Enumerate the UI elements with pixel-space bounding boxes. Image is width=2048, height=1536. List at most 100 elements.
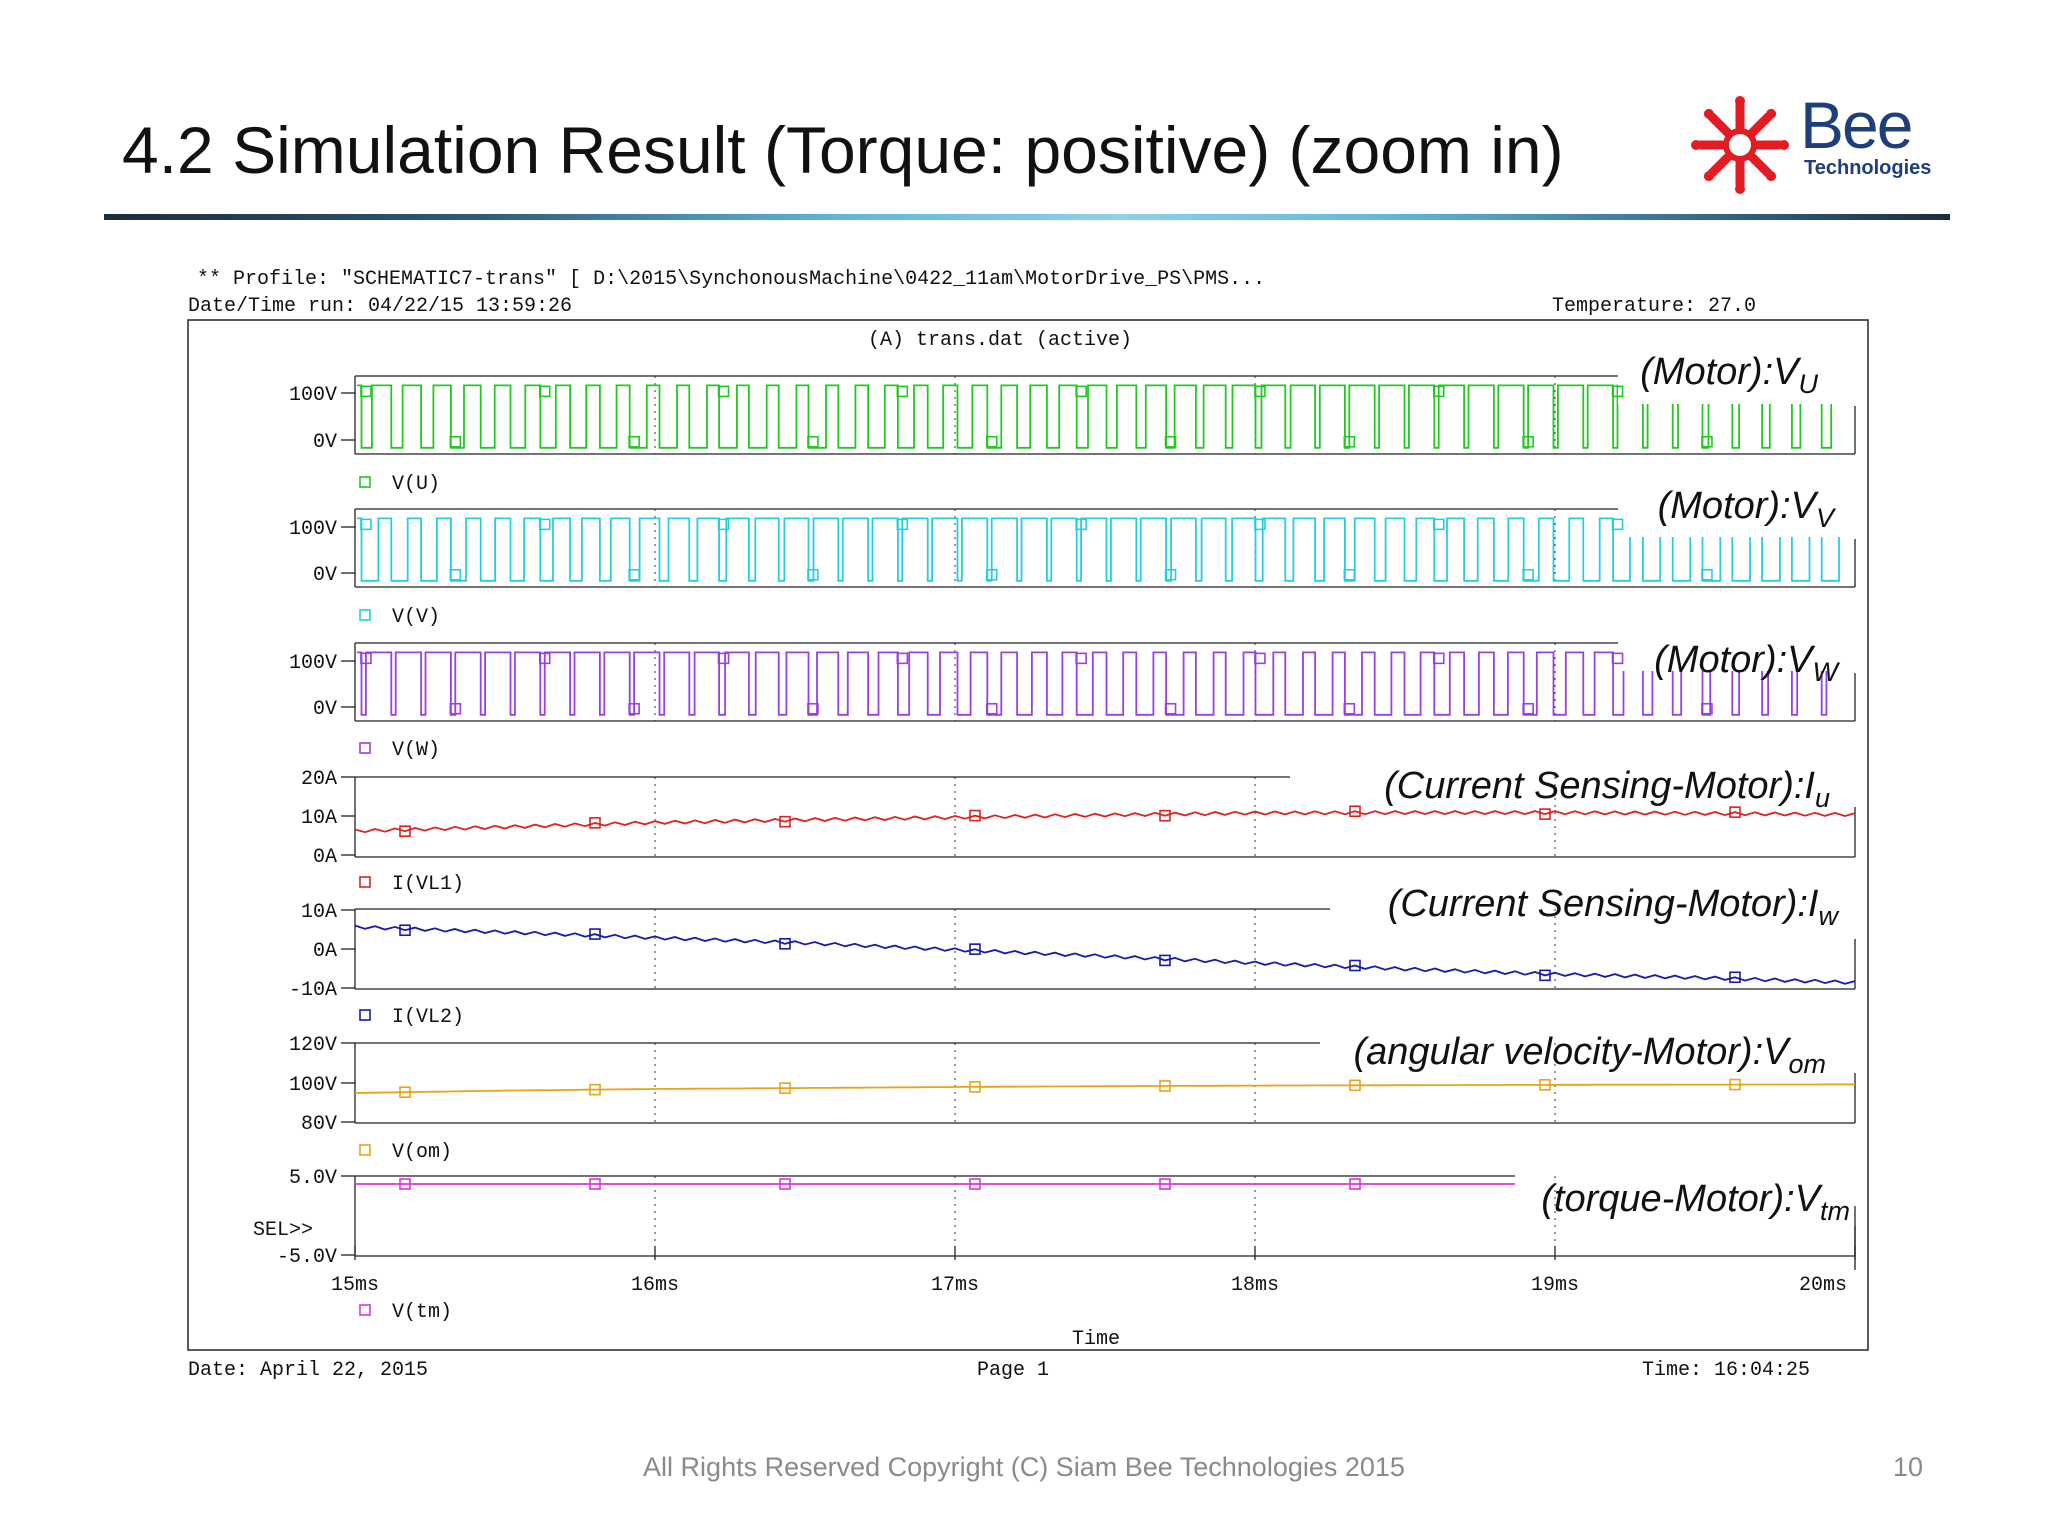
y-tick-label: 0A: [313, 846, 337, 869]
trace-marker: [1349, 1178, 1361, 1190]
trace-marker: [589, 817, 601, 829]
title-rule: [104, 214, 1950, 220]
x-axis-label: Time: [1072, 1328, 1120, 1351]
trace-marker: [1075, 652, 1087, 665]
trace-marker: [360, 652, 372, 665]
footer-page: Page 1: [977, 1359, 1049, 1382]
annotation-subscript: U: [1799, 369, 1819, 399]
annotation-iu: (Current Sensing-Motor):Iu: [1384, 765, 1830, 813]
y-tick-label: 120V: [289, 1034, 337, 1057]
logo-spoke-dot: [1735, 96, 1745, 106]
trace-marker: [1701, 568, 1713, 581]
trace-marker: [360, 518, 372, 531]
panel-vv: 100V 0V V(V) (Motor):VV: [289, 485, 1856, 629]
trace-marker: [589, 1083, 601, 1096]
legend-swatch: [359, 476, 371, 488]
trace-marker: [896, 385, 909, 398]
legend-label: I(VL1): [392, 873, 464, 896]
annotation-subscript: w: [1819, 901, 1840, 931]
trace-marker: [1522, 702, 1534, 715]
logo-star-icon: [1691, 96, 1789, 194]
trace-marker: [1611, 652, 1624, 665]
trace-marker: [1611, 385, 1624, 398]
trace-iw: [355, 924, 1855, 985]
profile-line: ** Profile: "SCHEMATIC7-trans" [ D:\2015…: [197, 268, 1265, 291]
x-tick-label: 15ms: [331, 1274, 379, 1297]
panel-vu: 100V 0V V(U) (Motor):VU: [289, 351, 1856, 496]
legend-swatch: [359, 609, 371, 621]
panel-vw: 100V 0V V(W) (Motor):VW: [289, 639, 1856, 762]
trace-marker: [969, 809, 981, 822]
trace-marker: [1539, 969, 1551, 982]
legend-label: V(V): [392, 606, 440, 629]
logo-word: Bee: [1800, 88, 1913, 162]
trace-marker: [538, 518, 551, 531]
annotation-subscript: V: [1816, 503, 1837, 533]
trace-marker: [896, 518, 909, 531]
footer-time: Time: 16:04:25: [1642, 1359, 1810, 1382]
trace-marker: [1729, 971, 1741, 984]
annotation-base: (angular velocity-Motor):V: [1353, 1031, 1792, 1073]
copyright-footer: All Rights Reserved Copyright (C) Siam B…: [643, 1452, 1405, 1482]
legend-label: V(U): [392, 473, 440, 496]
trace-vw: [357, 651, 1853, 716]
legend-swatch: [359, 742, 371, 754]
legend-swatch: [359, 1144, 371, 1156]
y-tick-label: 5.0V: [289, 1167, 337, 1190]
x-tick-label: 18ms: [1231, 1274, 1279, 1297]
y-tick-label: 10A: [301, 807, 337, 830]
trace-marker: [985, 568, 998, 581]
footer-date: Date: April 22, 2015: [188, 1359, 428, 1382]
y-tick-label: 0A: [313, 940, 337, 963]
datetime-line: Date/Time run: 04/22/15 13:59:26: [188, 295, 572, 318]
temperature-line: Temperature: 27.0: [1552, 295, 1756, 318]
probe-plot: ** Profile: "SCHEMATIC7-trans" [ D:\2015…: [187, 268, 1869, 1382]
annotation-tm: (torque-Motor):Vtm: [1541, 1178, 1850, 1226]
annotation-base: (Motor):V: [1658, 485, 1820, 527]
trace-marker: [1349, 959, 1361, 972]
logo-spoke-dot: [1703, 171, 1714, 182]
trace-marker: [969, 943, 981, 955]
trace-marker: [399, 924, 411, 937]
logo-spoke-dot: [1703, 108, 1714, 119]
trace-marker: [1159, 954, 1171, 967]
legend-label: V(om): [392, 1141, 452, 1164]
trace-marker: [1349, 1079, 1361, 1092]
trace-marker: [1539, 1079, 1551, 1091]
annotation-base: (Current Sensing-Motor):I: [1388, 883, 1819, 925]
trace-marker: [399, 825, 411, 837]
trace-marker: [399, 1086, 411, 1098]
annotation-iw: (Current Sensing-Motor):Iw: [1388, 883, 1840, 931]
panel-iu: 20A 10A 0A I(VL1) (Current Sensing-Motor):Iu: [301, 765, 1856, 896]
x-tick-label: 16ms: [631, 1274, 679, 1297]
trace-marker: [1164, 435, 1177, 448]
trace-marker: [807, 568, 819, 581]
trace-marker: [779, 938, 791, 950]
trace-marker: [969, 1081, 981, 1093]
trace-marker: [1343, 702, 1356, 715]
trace-marker: [969, 1178, 981, 1190]
trace-marker: [985, 435, 998, 448]
trace-marker: [779, 1178, 791, 1190]
trace-marker: [628, 435, 640, 448]
logo-subtitle: Technologies: [1804, 157, 1932, 179]
trace-marker: [779, 815, 791, 828]
trace-marker: [1701, 702, 1713, 715]
y-tick-label: 0V: [313, 431, 337, 454]
trace-marker: [538, 652, 551, 665]
trace-marker: [1254, 518, 1266, 531]
trace-marker: [717, 518, 730, 531]
annotation-base: (Current Sensing-Motor):I: [1384, 765, 1815, 807]
trace-marker: [589, 928, 601, 940]
trace-marker: [1159, 1178, 1171, 1190]
company-logo: Bee Technologies: [1690, 88, 1950, 195]
annotation-subscript: tm: [1820, 1196, 1850, 1226]
trace-marker: [1343, 435, 1356, 448]
trace-marker: [807, 702, 819, 715]
trace-marker: [1164, 702, 1177, 715]
trace-marker: [360, 385, 372, 398]
legend-swatch: [359, 876, 371, 888]
trace-marker: [1254, 652, 1266, 665]
trace-om: [355, 1083, 1855, 1094]
legend-label: V(tm): [392, 1301, 452, 1324]
